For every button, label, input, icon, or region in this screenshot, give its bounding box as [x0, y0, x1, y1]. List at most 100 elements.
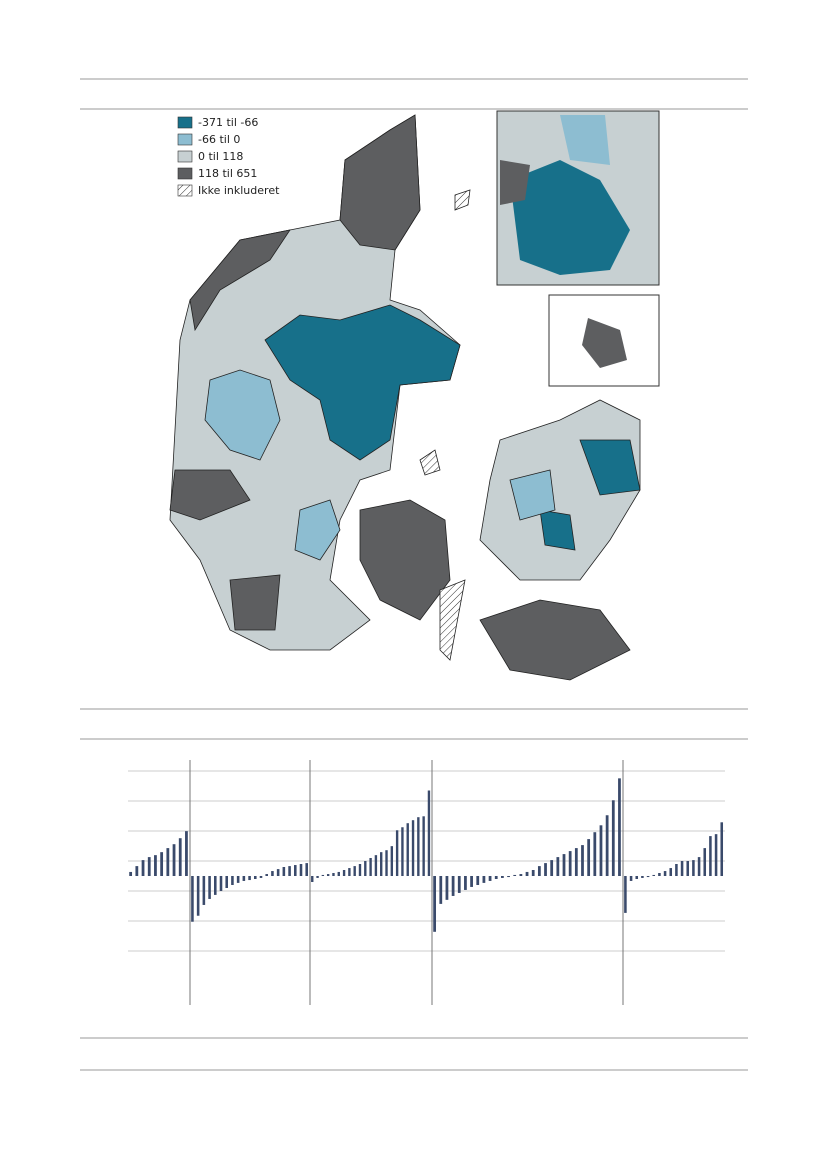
bar: [599, 825, 603, 876]
bar: [401, 827, 404, 876]
bar: [537, 866, 541, 876]
bar: [369, 858, 372, 876]
bar: [219, 876, 223, 891]
bar: [658, 873, 661, 876]
bar: [265, 874, 268, 876]
bar: [311, 876, 314, 882]
bar: [531, 870, 535, 876]
bar: [254, 876, 257, 879]
bar: [337, 871, 340, 876]
bar: [593, 832, 597, 876]
bornholm: [582, 318, 627, 368]
bar: [411, 820, 415, 876]
bar: [494, 876, 498, 879]
bar: [544, 863, 547, 876]
bar: [395, 830, 399, 876]
region: [169, 469, 251, 521]
bar: [276, 869, 280, 876]
bar: [675, 864, 678, 876]
inset-region: [500, 160, 530, 205]
bar: [587, 839, 591, 876]
map: [169, 114, 641, 681]
bar: [605, 815, 609, 876]
bar: [581, 845, 584, 876]
bar: [556, 857, 560, 876]
bar: [641, 876, 644, 878]
region: [509, 469, 556, 521]
bar: [611, 800, 615, 876]
bar: [236, 876, 240, 883]
lolland: [479, 599, 631, 681]
legend-label: -66 til 0: [198, 133, 240, 146]
bar: [129, 871, 133, 876]
region: [229, 574, 281, 631]
bar: [259, 876, 263, 878]
excluded: [419, 449, 441, 476]
bar: [550, 860, 554, 876]
excluded: [454, 189, 471, 211]
bar: [141, 860, 145, 876]
bar: [178, 838, 182, 876]
bar: [326, 874, 330, 876]
bar: [191, 876, 194, 922]
bar: [663, 871, 667, 876]
bar: [271, 871, 274, 876]
bar: [406, 823, 409, 876]
bar: [332, 873, 335, 876]
region: [204, 369, 281, 461]
bar: [135, 866, 139, 876]
bar: [680, 861, 684, 876]
bar: [185, 831, 188, 876]
bar: [519, 874, 523, 876]
bar: [692, 860, 695, 876]
legend-swatch: [177, 150, 193, 163]
bar: [624, 876, 627, 913]
bar: [147, 857, 151, 876]
bar: [248, 876, 251, 881]
bar: [501, 876, 504, 878]
bar: [202, 876, 206, 905]
bar: [316, 876, 319, 878]
region: [294, 499, 341, 561]
legend-swatch: [177, 184, 193, 197]
bar: [166, 848, 170, 876]
bar: [208, 876, 211, 899]
bar: [720, 822, 724, 876]
bar: [574, 848, 578, 876]
bar: [629, 876, 633, 881]
inset-region: [510, 160, 630, 275]
region: [264, 304, 461, 461]
bar: [669, 868, 673, 876]
bar: [513, 874, 517, 876]
region: [189, 229, 291, 332]
bar: [348, 868, 351, 876]
bar: [305, 863, 308, 876]
bar: [321, 874, 325, 876]
bar: [568, 851, 572, 876]
bar: [445, 876, 449, 900]
bar: [214, 876, 217, 895]
bar: [390, 846, 394, 876]
bar: [358, 864, 362, 876]
bar: [385, 850, 388, 876]
legend-label: 0 til 118: [198, 150, 243, 163]
bar: [686, 861, 690, 876]
bar: [451, 876, 455, 896]
bar: [160, 852, 164, 876]
funen: [359, 499, 451, 621]
legend-swatch: [177, 133, 193, 146]
bar: [464, 876, 467, 890]
bar: [476, 876, 480, 885]
bar: [427, 790, 431, 876]
bar: [380, 852, 383, 876]
rules: [80, 78, 748, 1071]
legend: -371 til -66 -66 til 0 0 til 118 118 til 65…: [177, 116, 280, 197]
bar-chart: [128, 760, 725, 1005]
bar: [635, 876, 639, 879]
bar: [282, 867, 286, 876]
bar: [417, 817, 420, 876]
excluded: [439, 579, 466, 661]
region: [339, 114, 421, 251]
region: [539, 509, 576, 551]
